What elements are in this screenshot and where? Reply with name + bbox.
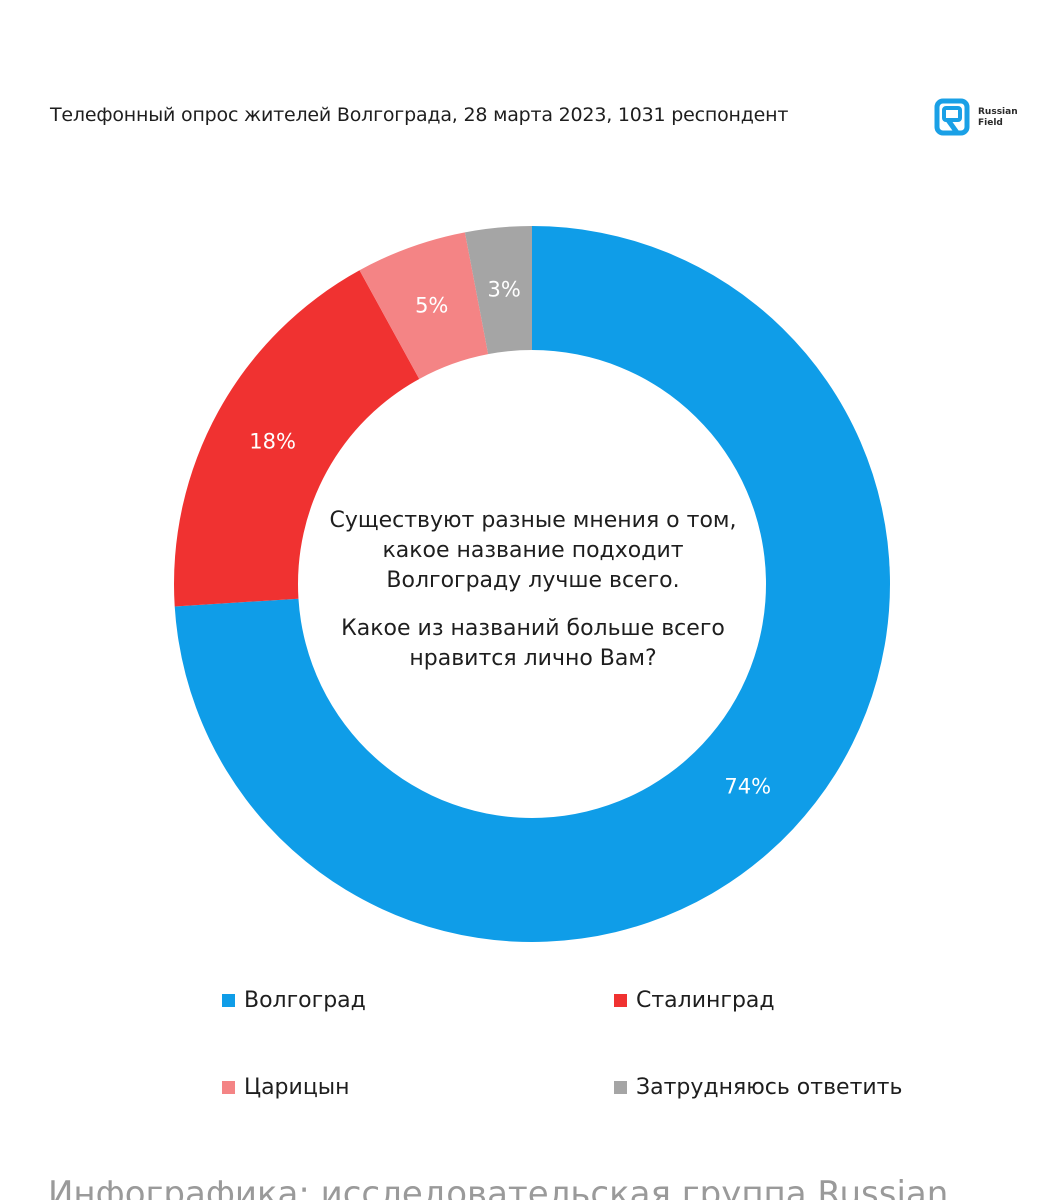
donut-label-stalingrad: 18% [249, 429, 296, 453]
legend-label-undecided: Затрудняюсь ответить [636, 1075, 903, 1100]
legend-label-volgograd: Волгоград [244, 988, 366, 1013]
legend-item-stalingrad: Сталинград [614, 988, 775, 1013]
center-text-line5: нравится лично Вам? [409, 646, 657, 671]
russian-field-logo: Russian Field [934, 96, 1034, 140]
donut-slice-volgograd [174, 226, 891, 942]
legend-item-volgograd: Волгоград [222, 988, 366, 1013]
legend-item-tsaritsyn: Царицын [222, 1075, 350, 1100]
donut-chart: 74% 18% 5% 3% [174, 226, 891, 942]
center-text-line4: Какое из названий больше всего [341, 616, 725, 641]
legend-label-tsaritsyn: Царицын [244, 1075, 350, 1100]
donut-label-volgograd: 74% [724, 775, 771, 799]
logo-text: Russian Field [978, 107, 1034, 129]
legend-swatch-tsaritsyn [222, 1081, 235, 1094]
center-text-line3: Волгограду лучше всего. [386, 568, 680, 593]
logo-text-line2: Field [978, 118, 1003, 128]
donut-label-tsaritsyn: 5% [415, 293, 448, 317]
legend-swatch-undecided [614, 1081, 627, 1094]
legend-swatch-stalingrad [614, 994, 627, 1007]
center-text-gap [300, 596, 766, 614]
logo-text-line1: Russian [978, 107, 1018, 117]
infographic-card: Телефонный опрос жителей Волгограда, 28 … [50, 96, 1034, 1100]
chart-title: Телефонный опрос жителей Волгограда, 28 … [50, 104, 789, 126]
donut-label-undecided: 3% [487, 277, 520, 301]
donut-slice-stalingrad [174, 270, 420, 607]
donut-slice-undecided [464, 226, 532, 355]
center-text-line1: Существуют разные мнения о том, [329, 508, 737, 533]
russian-field-logo-icon [934, 98, 970, 136]
legend-label-stalingrad: Сталинград [636, 988, 775, 1013]
image-caption: Инфографика: исследовательская группа Ru… [48, 1174, 949, 1200]
donut-slice-tsaritsyn [359, 232, 489, 379]
donut-center-question: Существуют разные мнения о том, какое на… [300, 506, 766, 674]
center-text-line2: какое название подходит [382, 538, 684, 563]
legend-swatch-volgograd [222, 994, 235, 1007]
legend-item-undecided: Затрудняюсь ответить [614, 1075, 902, 1100]
